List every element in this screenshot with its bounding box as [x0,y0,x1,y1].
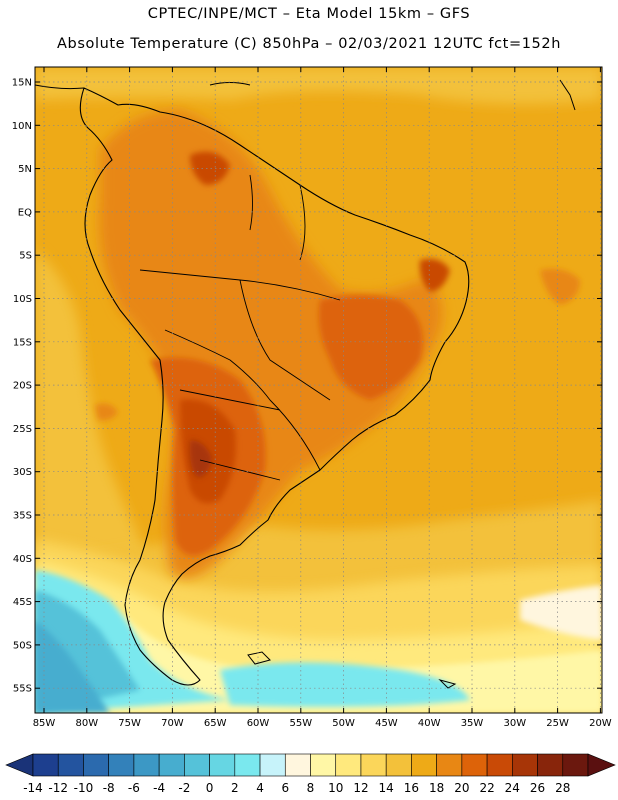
lon-tick-label: 40W [418,718,441,729]
lat-tick-label: 10N [12,121,32,132]
colorbar-label: 12 [353,781,368,795]
colorbar-swatch [411,753,437,777]
lon-tick-label: 80W [75,718,98,729]
lon-tick-label: 60W [247,718,270,729]
lon-tick-label: 25W [546,718,569,729]
colorbar-label: 24 [505,781,520,795]
colorbar-swatch [184,753,210,777]
colorbar-label: 26 [530,781,545,795]
colorbar-label: 4 [256,781,264,795]
lat-tick-label: EQ [18,207,32,218]
colorbar-swatch [385,753,412,777]
colorbar-label: -12 [48,781,68,795]
lon-tick-label: 20W [589,718,612,729]
colorbar-label: 0 [206,781,214,795]
map-title-line-1: CPTEC/INPE/MCT – Eta Model 15km – GFS [147,6,471,22]
map-frame [34,66,603,714]
colorbar-swatch [108,753,135,777]
colorbar-swatch [209,753,236,777]
colorbar-swatch [436,753,463,777]
colorbar-over-arrow [587,753,616,777]
colorbar-label: 16 [404,781,419,795]
colorbar-label: 8 [307,781,315,795]
colorbar-swatch [360,753,387,777]
colorbar-swatch [461,753,488,777]
colorbar-swatch [57,753,84,777]
colorbar-label: 10 [328,781,343,795]
map-title-line-2: Absolute Temperature (C) 850hPa – 02/03/… [57,36,561,52]
colorbar-label: 14 [379,781,394,795]
colorbar-swatch [259,753,286,777]
colorbar-swatch [234,753,261,777]
colorbar-label: -4 [153,781,165,795]
lat-tick-label: 5N [18,164,32,175]
colorbar-swatch [537,753,564,777]
colorbar-label: -2 [178,781,190,795]
lat-tick-label: 30S [13,467,32,478]
colorbar-label: 22 [479,781,494,795]
longitude-axis: 85W 80W 75W 70W 65W 60W 55W 50W 45W 40W 35W 30W 25W 2… [33,67,612,729]
colorbar-swatch [562,753,589,777]
colorbar-swatch [158,753,185,777]
colorbar-swatch [486,753,513,777]
graticule [35,67,602,713]
colorbar-under-arrow [5,753,34,777]
colorbar-swatch [133,753,160,777]
lat-tick-label: 20S [13,381,32,392]
lat-tick-label: 40S [13,554,32,565]
colorbar-label: 28 [555,781,570,795]
latitude-axis: 15N 10N 5N EQ 5S 10S 15S 20S 25S 30S 35S 40S 45S 50S 5… [12,78,602,695]
lat-tick-label: 15N [12,78,32,89]
lon-tick-label: 70W [161,718,184,729]
lon-tick-label: 30W [503,718,526,729]
colorbar-label: -14 [23,781,43,795]
colorbar-label: 6 [281,781,289,795]
colorbar-label: 18 [429,781,444,795]
lat-tick-label: 25S [13,424,32,435]
colorbar-swatch [512,753,538,777]
lon-tick-label: 75W [118,718,141,729]
lat-tick-label: 55S [13,684,32,695]
color-scale-bar: -14 -12 -10 -8 -6 -4 -2 0 2 4 6 8 10 12 14 16 18 20 22 24 26… [5,753,616,795]
colorbar-label: -10 [74,781,94,795]
lat-tick-label: 50S [13,640,32,651]
colorbar-swatch [335,753,362,777]
colorbar-label: 2 [231,781,239,795]
colorbar-swatch [32,753,59,777]
lat-tick-label: 10S [13,294,32,305]
lon-tick-label: 55W [289,718,312,729]
lat-tick-label: 35S [13,511,32,522]
temperature-field [35,67,602,713]
colorbar-label: 20 [454,781,469,795]
lat-tick-label: 45S [13,597,32,608]
lon-tick-label: 65W [204,718,227,729]
colorbar-swatch [83,753,109,777]
colorbar-swatch [284,753,311,777]
lon-tick-label: 45W [375,718,398,729]
lat-tick-label: 15S [13,337,32,348]
lon-tick-label: 50W [332,718,355,729]
lat-tick-label: 5S [19,251,32,262]
colorbar-swatch [310,753,337,777]
colorbar-label: -8 [103,781,115,795]
lon-tick-label: 85W [33,718,56,729]
lon-tick-label: 35W [461,718,484,729]
colorbar-label: -6 [128,781,140,795]
